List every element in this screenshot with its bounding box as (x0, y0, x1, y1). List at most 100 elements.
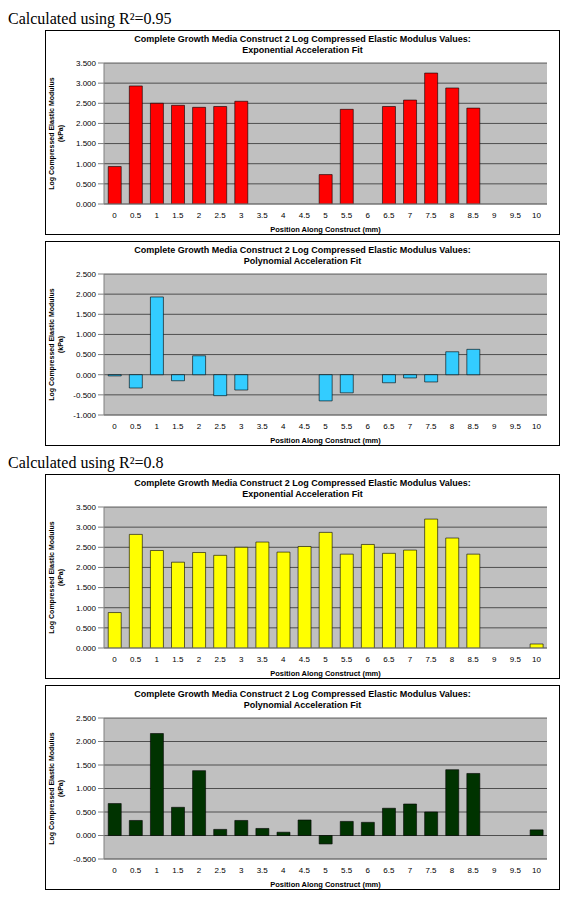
svg-text:0.000: 0.000 (76, 371, 97, 380)
svg-text:6: 6 (365, 422, 370, 431)
svg-text:2.5: 2.5 (214, 211, 226, 220)
svg-text:Log Compressed Elastic Modulus: Log Compressed Elastic Modulus(kPa) (48, 77, 65, 190)
svg-text:2: 2 (197, 866, 202, 875)
svg-text:7.5: 7.5 (425, 655, 437, 664)
svg-text:9.5: 9.5 (510, 211, 522, 220)
svg-text:1.500: 1.500 (76, 310, 97, 319)
svg-text:Log Compressed Elastic Modulus: Log Compressed Elastic Modulus(kPa) (48, 288, 65, 401)
svg-text:9.5: 9.5 (510, 655, 522, 664)
svg-text:7: 7 (408, 422, 413, 431)
svg-text:8.5: 8.5 (468, 211, 480, 220)
svg-text:0.500: 0.500 (76, 808, 97, 817)
svg-text:8.5: 8.5 (468, 866, 480, 875)
svg-text:9: 9 (492, 655, 497, 664)
svg-text:0: 0 (112, 422, 117, 431)
svg-text:0.5: 0.5 (130, 655, 142, 664)
svg-text:9: 9 (492, 422, 497, 431)
svg-text:6: 6 (365, 866, 370, 875)
svg-text:1.000: 1.000 (76, 784, 97, 793)
svg-text:0.500: 0.500 (76, 350, 97, 359)
svg-text:1.000: 1.000 (76, 604, 97, 613)
svg-text:3.500: 3.500 (76, 503, 97, 512)
svg-text:0.000: 0.000 (76, 644, 97, 653)
svg-text:5.5: 5.5 (341, 211, 353, 220)
svg-text:2: 2 (197, 422, 202, 431)
svg-text:4: 4 (281, 422, 286, 431)
svg-text:3: 3 (239, 211, 244, 220)
svg-text:2.000: 2.000 (76, 290, 97, 299)
svg-text:1: 1 (155, 655, 160, 664)
svg-text:9.5: 9.5 (510, 422, 522, 431)
svg-text:7: 7 (408, 655, 413, 664)
svg-text:6.5: 6.5 (383, 422, 395, 431)
svg-text:1.000: 1.000 (76, 330, 97, 339)
svg-text:4.5: 4.5 (299, 866, 311, 875)
svg-text:5: 5 (323, 866, 328, 875)
svg-text:3.000: 3.000 (76, 523, 97, 532)
svg-text:2.5: 2.5 (214, 422, 226, 431)
svg-text:6: 6 (365, 655, 370, 664)
svg-text:8.5: 8.5 (468, 422, 480, 431)
svg-text:0.500: 0.500 (76, 624, 97, 633)
svg-text:0.000: 0.000 (76, 200, 97, 209)
svg-text:6.5: 6.5 (383, 211, 395, 220)
svg-text:1.5: 1.5 (172, 211, 184, 220)
svg-text:8: 8 (450, 211, 455, 220)
svg-text:2.500: 2.500 (76, 714, 97, 723)
svg-text:5.5: 5.5 (341, 655, 353, 664)
svg-text:1.5: 1.5 (172, 866, 184, 875)
svg-text:1.500: 1.500 (76, 583, 97, 592)
svg-text:Log Compressed Elastic Modulus: Log Compressed Elastic Modulus(kPa) (48, 521, 65, 634)
svg-text:Position Along Construct (mm): Position Along Construct (mm) (270, 225, 381, 234)
svg-text:5: 5 (323, 655, 328, 664)
svg-text:5: 5 (323, 422, 328, 431)
svg-text:9: 9 (492, 211, 497, 220)
svg-text:2: 2 (197, 211, 202, 220)
svg-text:3.5: 3.5 (257, 866, 269, 875)
svg-text:8.5: 8.5 (468, 655, 480, 664)
svg-text:0: 0 (112, 211, 117, 220)
svg-text:-1.000: -1.000 (73, 411, 96, 420)
svg-text:2.000: 2.000 (76, 563, 97, 572)
svg-text:9: 9 (492, 866, 497, 875)
svg-text:5.5: 5.5 (341, 866, 353, 875)
svg-text:3.5: 3.5 (257, 422, 269, 431)
svg-text:Position Along Construct (mm): Position Along Construct (mm) (270, 669, 381, 678)
svg-text:1.5: 1.5 (172, 422, 184, 431)
svg-text:6: 6 (365, 211, 370, 220)
svg-text:9.5: 9.5 (510, 866, 522, 875)
svg-text:1.000: 1.000 (76, 160, 97, 169)
svg-text:4: 4 (281, 866, 286, 875)
svg-text:5: 5 (323, 211, 328, 220)
svg-text:4.5: 4.5 (299, 655, 311, 664)
svg-text:3: 3 (239, 655, 244, 664)
svg-text:2.500: 2.500 (76, 99, 97, 108)
svg-text:4: 4 (281, 211, 286, 220)
svg-text:1: 1 (155, 211, 160, 220)
svg-text:0.5: 0.5 (130, 211, 142, 220)
svg-text:8: 8 (450, 866, 455, 875)
svg-text:1.500: 1.500 (76, 761, 97, 770)
svg-text:4.5: 4.5 (299, 422, 311, 431)
svg-text:3.5: 3.5 (257, 211, 269, 220)
svg-text:10: 10 (532, 422, 541, 431)
svg-text:-0.500: -0.500 (73, 855, 96, 864)
svg-text:3.000: 3.000 (76, 79, 97, 88)
svg-text:3.5: 3.5 (257, 655, 269, 664)
svg-text:4: 4 (281, 655, 286, 664)
svg-text:2.500: 2.500 (76, 543, 97, 552)
svg-text:0.000: 0.000 (76, 831, 97, 840)
svg-text:0: 0 (112, 655, 117, 664)
svg-text:0.5: 0.5 (130, 866, 142, 875)
svg-text:2.5: 2.5 (214, 655, 226, 664)
svg-text:7.5: 7.5 (425, 422, 437, 431)
svg-text:2.000: 2.000 (76, 737, 97, 746)
svg-text:3.500: 3.500 (76, 59, 97, 68)
svg-text:1: 1 (155, 866, 160, 875)
svg-text:8: 8 (450, 422, 455, 431)
svg-text:10: 10 (532, 211, 541, 220)
svg-text:0: 0 (112, 866, 117, 875)
svg-text:2: 2 (197, 655, 202, 664)
svg-text:10: 10 (532, 866, 541, 875)
svg-text:0.500: 0.500 (76, 180, 97, 189)
